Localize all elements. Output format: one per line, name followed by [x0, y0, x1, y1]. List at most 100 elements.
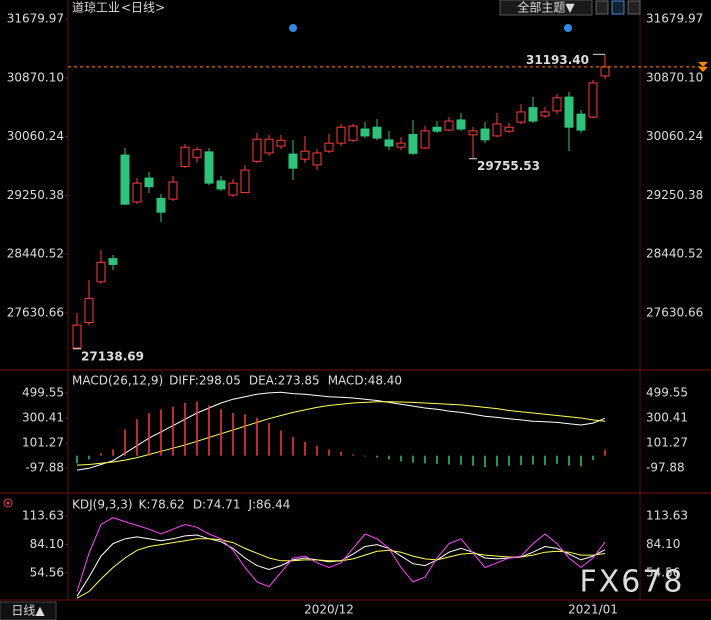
tool-icon[interactable] [611, 0, 625, 15]
event-marker[interactable] [289, 24, 297, 32]
candle-body [600, 66, 610, 77]
indicator-icon [6, 501, 10, 505]
indicator-icon[interactable] [3, 498, 13, 508]
y-tick-label: 113.63 [22, 509, 64, 523]
annotation: 31193.40 [526, 53, 589, 67]
y-tick-label: 30870.10 [7, 70, 64, 84]
candle-body [516, 111, 526, 123]
candle-body [180, 146, 190, 167]
legend-entry: K:78.62 [139, 498, 185, 512]
candle-body [108, 258, 118, 265]
y-tick-label: 101.27 [22, 435, 64, 449]
candle-body [336, 126, 346, 144]
candle-body [384, 139, 394, 147]
y-tick-label: 30060.24 [646, 129, 703, 143]
y-tick-label: 31679.97 [646, 11, 703, 25]
y-tick-label: 54.56 [30, 565, 64, 579]
event-marker[interactable] [564, 24, 572, 32]
last-price-marker [698, 61, 708, 72]
candle-body [132, 182, 142, 203]
candle-body [96, 261, 106, 283]
y-tick-label: 300.41 [646, 410, 688, 424]
candle-body [264, 138, 274, 154]
y-tick-label: 28440.52 [646, 247, 703, 261]
x-tick-label: 2020/12 [304, 603, 354, 617]
annotation: 27138.69 [81, 349, 144, 363]
tool-icon[interactable] [627, 0, 641, 15]
y-tick-label: 101.27 [646, 435, 688, 449]
y-tick-label: 499.55 [22, 385, 64, 399]
candle-body [552, 97, 562, 112]
theme-button-label[interactable]: 全部主题▼ [517, 0, 575, 15]
indicator-line [76, 401, 606, 466]
candle-body [120, 154, 130, 205]
tool-icon[interactable] [595, 0, 609, 15]
candle-body [444, 120, 454, 131]
legend-entry: MACD:48.40 [328, 374, 402, 388]
y-tick-label: 84.10 [646, 537, 680, 551]
candle-body [372, 126, 382, 139]
candle-body [144, 177, 154, 188]
y-tick-label: 113.63 [646, 509, 688, 523]
indicator-line [76, 391, 606, 471]
legend-entry: J:86.44 [247, 498, 290, 512]
y-tick-label: 30060.24 [7, 129, 64, 143]
candle-body [312, 152, 322, 166]
candle-body [204, 151, 214, 184]
legend-entry: DIFF:298.05 [169, 374, 241, 388]
candle-body [468, 130, 478, 136]
y-tick-label: 54.56 [646, 565, 680, 579]
candle-body [228, 182, 238, 196]
indicator-line [76, 517, 606, 592]
candle-body [456, 119, 466, 130]
period-label: <日线> [121, 1, 165, 15]
y-tick-label: 84.10 [30, 537, 64, 551]
candle-body [324, 142, 334, 152]
y-tick-label: 27630.66 [646, 306, 703, 320]
y-tick-label: 28440.52 [7, 247, 64, 261]
candle-body [252, 138, 262, 162]
candle-body [276, 139, 286, 147]
y-tick-label: -97.88 [646, 460, 685, 474]
candle-body [396, 142, 406, 148]
candle-body [348, 125, 358, 141]
period-button[interactable] [0, 601, 57, 620]
candle-body [168, 181, 178, 200]
legend-entry: D:74.71 [193, 498, 241, 512]
y-tick-label: 29250.38 [7, 188, 64, 202]
candle-body [408, 133, 418, 154]
y-tick-label: 29250.38 [646, 188, 703, 202]
candle-body [504, 126, 514, 132]
candle-body [528, 107, 538, 122]
candle-body [192, 149, 202, 158]
annotation: 29755.53 [477, 159, 540, 173]
candle-body [156, 197, 166, 213]
y-tick-label: -97.88 [25, 460, 64, 474]
period-button-label[interactable]: 日线▲ [11, 604, 45, 618]
candle-body [576, 113, 586, 131]
indicator-title: KDJ(9,3,3) [72, 498, 133, 512]
candle-body [288, 153, 298, 169]
candle-body [300, 150, 310, 160]
candle-body [84, 298, 94, 324]
indicator-title: MACD(26,12,9) [72, 374, 163, 388]
theme-button[interactable] [499, 0, 593, 16]
y-tick-label: 30870.10 [646, 70, 703, 84]
y-tick-label: 27630.66 [7, 306, 64, 320]
candle-body [540, 111, 550, 117]
chart-title: 道琼工业 [72, 0, 120, 15]
y-tick-label: 300.41 [22, 410, 64, 424]
candle-body [72, 324, 82, 349]
x-tick-label: 2021/01 [568, 603, 618, 617]
candle-body [360, 128, 370, 137]
candle-body [420, 130, 430, 149]
y-tick-label: 31679.97 [7, 11, 64, 25]
candle-body [588, 82, 598, 118]
candle-body [432, 126, 442, 132]
candle-body [480, 128, 490, 141]
y-tick-label: 499.55 [646, 385, 688, 399]
candle-body [564, 96, 574, 128]
